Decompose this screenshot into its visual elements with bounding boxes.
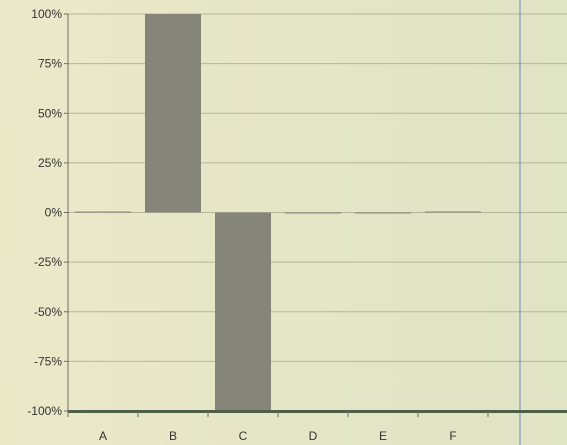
y-tick-label: 50%: [38, 106, 62, 120]
x-axis-baseline: [68, 410, 567, 413]
x-tick-label: C: [239, 429, 248, 443]
x-tick-label: E: [379, 429, 387, 443]
bar-A: [75, 211, 131, 213]
y-tick-label: 0%: [45, 206, 63, 220]
y-tick-label: -25%: [34, 255, 62, 269]
x-tick-label: A: [99, 429, 107, 443]
y-tick-label: 25%: [38, 156, 62, 170]
y-tick-label: -50%: [34, 305, 62, 319]
bar-D: [285, 212, 341, 214]
bar-B: [145, 14, 201, 213]
bar-E: [355, 212, 411, 214]
x-tick-label: D: [309, 429, 318, 443]
y-tick-label: -75%: [34, 354, 62, 368]
y-tick-label: -100%: [27, 404, 62, 418]
x-tick-label: F: [449, 429, 456, 443]
x-tick-label: B: [169, 429, 177, 443]
y-tick-label: 75%: [38, 57, 62, 71]
bar-F: [425, 211, 481, 213]
bar-C: [215, 212, 271, 411]
y-tick-label: 100%: [31, 7, 62, 21]
